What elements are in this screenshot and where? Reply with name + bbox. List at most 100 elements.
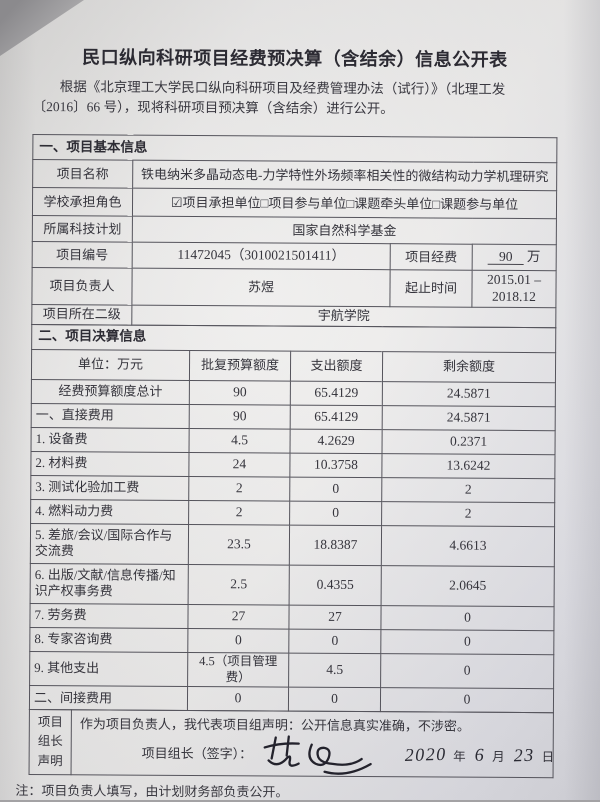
budget-row-label: 1. 设备费 xyxy=(31,427,190,453)
pi-label: 项目负责人 xyxy=(31,267,133,305)
budget-remaining-cell: 4.6613 xyxy=(381,525,555,567)
date-day: 23 xyxy=(513,745,535,766)
document-content: 民口纵向科研项目经费预决算（含结余）信息公开表 根据《北京理工大学民口纵向科研项… xyxy=(15,44,557,802)
signature-row: 项目组长（签字）： 2020 年 xyxy=(141,734,553,775)
budget-spent-cell: 18.8387 xyxy=(289,524,382,566)
budget-spent-cell: 65.4129 xyxy=(290,380,383,406)
period-label: 起止时间 xyxy=(389,269,473,308)
budget-remaining-cell: 2.0645 xyxy=(381,565,555,607)
date-month-unit: 月 xyxy=(492,750,505,765)
date-month: 6 xyxy=(474,745,486,766)
handwritten-date: 2020 年 6 月 23 日 xyxy=(403,744,554,767)
declaration-table: 项目 组长 声明 作为项目负责人，我代表项目组声明：公开信息真实准确，不涉密。 … xyxy=(29,709,554,778)
section2-header-row: 二、项目决算信息 xyxy=(31,324,556,353)
budget-spent-cell: 0 xyxy=(289,500,382,526)
date-year: 2020 xyxy=(403,744,447,766)
pi-value: 苏煜 xyxy=(131,268,391,307)
budget-spent-cell: 4.5 xyxy=(288,652,381,688)
project-fund-label: 项目经费 xyxy=(390,243,473,271)
budget-row-label: 6. 出版/文献/信息传播/知识产权事务费 xyxy=(30,563,189,605)
table-row: 项目负责人 苏煜 起止时间 2015.01 – 2018.12 xyxy=(31,267,557,308)
budget-approved-cell: 27 xyxy=(187,604,290,629)
section1-header-row: 一、项目基本信息 xyxy=(32,134,557,163)
section1-title: 一、项目基本信息 xyxy=(32,134,557,163)
school-role-label: 学校承担角色 xyxy=(32,187,133,217)
budget-approved-cell: 23.5 xyxy=(188,524,290,565)
page-title: 民口纵向科研项目经费预决算（含结余）信息公开表 xyxy=(82,47,508,70)
budget-row-label: 9. 其他支出 xyxy=(29,651,188,687)
declaration-label-line: 组长 xyxy=(37,734,63,749)
intro-line-2: 〔2016〕66 号），现将科研项目预决算（含结余）进行公开。 xyxy=(32,98,394,116)
budget-row-label: 经费预算额度总计 xyxy=(31,379,190,405)
budget-approved-cell: 2 xyxy=(188,500,290,525)
col-header-spent: 支出额度 xyxy=(290,350,383,382)
budget-approved-cell: 24 xyxy=(188,452,291,477)
intro-line-1: 根据《北京理工大学民口纵向科研项目及经费管理办法（试行）》（北理工发 xyxy=(59,79,506,97)
fund-unit: 万 xyxy=(526,249,541,265)
budget-remaining-cell: 0.2371 xyxy=(382,429,556,455)
budget-spent-cell: 0 xyxy=(289,476,382,502)
budget-row-consulting: 8. 专家咨询费 0 0 0 xyxy=(29,627,554,655)
program-value: 国家自然科学基金 xyxy=(132,216,557,245)
budget-remaining-cell: 24.5871 xyxy=(382,381,556,407)
budget-row-equipment: 1. 设备费 4.5 4.2629 0.2371 xyxy=(31,427,556,455)
intro-paragraph: 根据《北京理工大学民口纵向科研项目及经费管理办法（试行）》（北理工发 〔2016… xyxy=(33,77,557,119)
budget-row-direct: 一、直接费用 90 65.4129 24.5871 xyxy=(31,403,556,431)
section2-title: 二、项目决算信息 xyxy=(31,324,556,353)
budget-approved-cell: 0 xyxy=(187,686,289,712)
project-name-value: 铁电纳米多晶动态电-力学特性外场频率相关性的微结构动力学机理研究 xyxy=(132,160,557,191)
budget-spent-cell: 27 xyxy=(288,604,382,630)
project-number-label: 项目编号 xyxy=(32,241,133,269)
budget-spent-cell: 0 xyxy=(288,687,381,712)
budget-row-label: 3. 测试化验加工费 xyxy=(30,475,189,501)
project-number-value: 11472045（3010021501411） xyxy=(132,242,391,270)
unit-label: 项目所在二级 xyxy=(31,304,132,325)
sign-label: 项目组长（签字）： xyxy=(141,745,253,761)
date-day-unit: 日 xyxy=(541,750,554,765)
budget-remaining-cell: 0 xyxy=(380,653,554,689)
budget-approved-cell: 4.5（项目管理费） xyxy=(187,652,289,688)
budget-row-labor: 7. 劳务费 27 27 0 xyxy=(29,603,555,631)
budget-remaining-cell: 0 xyxy=(380,687,554,713)
budget-approved-cell: 90 xyxy=(189,380,291,405)
table-row: 所属科技计划 国家自然科学基金 xyxy=(32,215,557,245)
budget-row-publication: 6. 出版/文献/信息传播/知识产权事务费 2.5 0.4355 2.0645 xyxy=(30,563,555,607)
budget-spent-cell: 65.4129 xyxy=(290,404,383,430)
budget-row-label: 2. 材料费 xyxy=(30,451,190,477)
declaration-label: 项目 组长 声明 xyxy=(29,709,72,775)
col-header-approved: 批复预算额度 xyxy=(189,350,291,381)
basic-info-table: 一、项目基本信息 项目名称 铁电纳米多晶动态电-力学特性外场频率相关性的微结构动… xyxy=(31,134,557,328)
budget-approved-cell: 2.5 xyxy=(188,564,290,605)
budget-spent-cell: 4.2629 xyxy=(290,428,383,454)
budget-spent-cell: 0.4355 xyxy=(289,564,382,606)
budget-row-total: 经费预算额度总计 90 65.4129 24.5871 xyxy=(31,379,556,407)
footer-note: 注：项目负责人填写，由计划财务部负责公开。 xyxy=(15,783,289,800)
budget-approved-cell: 0 xyxy=(187,628,289,653)
fund-number: 90 xyxy=(487,248,524,266)
budget-approved-cell: 2 xyxy=(188,476,290,501)
program-label: 所属科技计划 xyxy=(32,215,133,243)
table-row: 项目名称 铁电纳米多晶动态电-力学特性外场频率相关性的微结构动力学机理研究 xyxy=(32,159,557,191)
date-year-unit: 年 xyxy=(453,750,466,765)
budget-remaining-cell: 24.5871 xyxy=(382,405,556,431)
budget-row-label: 二、间接费用 xyxy=(29,685,188,711)
budget-remaining-cell: 13.6242 xyxy=(381,453,556,479)
budget-header-row: 单位：万元 批复预算额度 支出额度 剩余额度 xyxy=(31,349,556,383)
budget-spent-cell: 10.3758 xyxy=(289,452,383,478)
budget-remaining-cell: 0 xyxy=(380,629,554,655)
budget-table: 二、项目决算信息 单位：万元 批复预算额度 支出额度 剩余额度 经费预算额度总计… xyxy=(29,324,556,713)
budget-row-testing: 3. 测试化验加工费 2 0 2 xyxy=(30,475,555,503)
budget-row-fuel: 4. 燃料动力费 2 0 2 xyxy=(30,499,555,527)
budget-spent-cell: 0 xyxy=(288,628,381,654)
budget-remaining-cell: 0 xyxy=(380,605,555,631)
table-row: 项目编号 11472045（3010021501411） 项目经费 90 万 xyxy=(32,241,557,271)
budget-row-materials: 2. 材料费 24 10.3758 13.6242 xyxy=(30,451,556,479)
declaration-row: 项目 组长 声明 作为项目负责人，我代表项目组声明：公开信息真实准确，不涉密。 … xyxy=(29,709,554,778)
budget-row-other: 9. 其他支出 4.5（项目管理费） 4.5 0 xyxy=(29,651,554,689)
declaration-label-line: 项目 xyxy=(37,715,63,730)
budget-remaining-cell: 2 xyxy=(381,501,555,527)
declaration-content: 作为项目负责人，我代表项目组声明：公开信息真实准确，不涉密。 项目组长（签字）： xyxy=(71,709,554,778)
declaration-label-line: 声明 xyxy=(37,753,63,769)
school-role-checkboxes: ☑项目承担单位□项目参与单位□课题牵头单位□课题参与单位 xyxy=(132,188,557,219)
col-header-unit: 单位：万元 xyxy=(31,349,190,381)
